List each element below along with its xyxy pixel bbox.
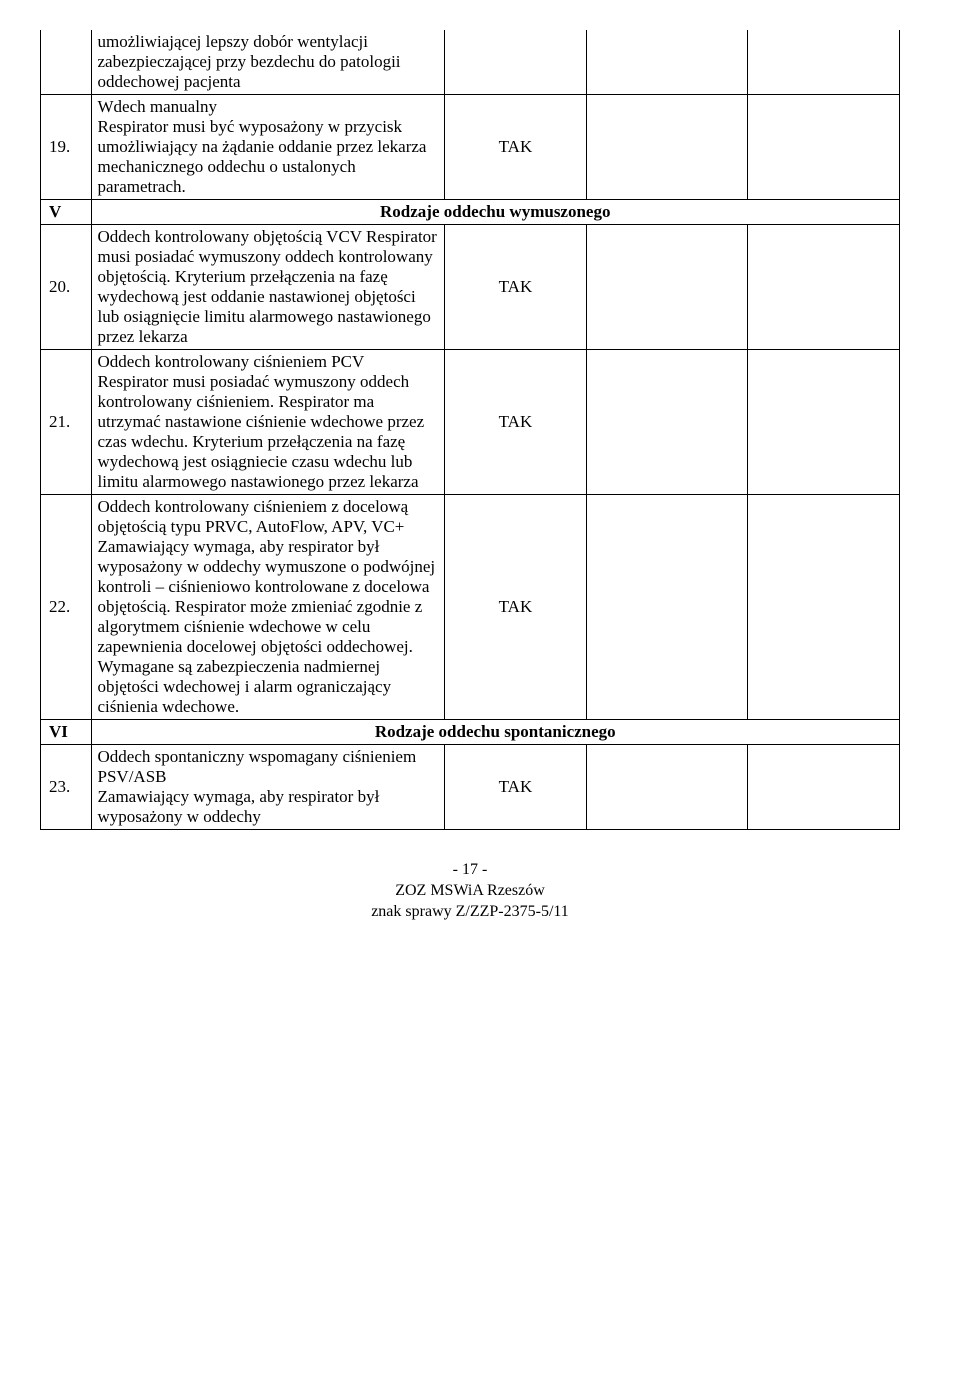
- row-desc: Wdech manualny Respirator musi być wypos…: [91, 95, 445, 200]
- table-row: VIRodzaje oddechu spontanicznego: [41, 720, 900, 745]
- row-num: 19.: [41, 95, 92, 200]
- section-num: VI: [41, 720, 92, 745]
- row-answer-2: [748, 495, 900, 720]
- row-req: TAK: [445, 95, 586, 200]
- row-desc: Oddech spontaniczny wspomagany ciśnienie…: [91, 745, 445, 830]
- table-row: VRodzaje oddechu wymuszonego: [41, 200, 900, 225]
- row-answer-2: [748, 225, 900, 350]
- row-answer-1: [586, 30, 748, 95]
- row-desc: Oddech kontrolowany ciśnieniem PCV Respi…: [91, 350, 445, 495]
- row-num: 20.: [41, 225, 92, 350]
- row-answer-1: [586, 350, 748, 495]
- row-desc: Oddech kontrolowany objętością VCV Respi…: [91, 225, 445, 350]
- row-answer-2: [748, 30, 900, 95]
- row-answer-1: [586, 225, 748, 350]
- row-desc: umożliwiającej lepszy dobór wentylacji z…: [91, 30, 445, 95]
- row-req: TAK: [445, 350, 586, 495]
- row-num: 23.: [41, 745, 92, 830]
- section-label: Rodzaje oddechu wymuszonego: [91, 200, 899, 225]
- row-answer-2: [748, 95, 900, 200]
- page-number: - 17 -: [40, 860, 900, 881]
- table-row: 23.Oddech spontaniczny wspomagany ciśnie…: [41, 745, 900, 830]
- row-answer-1: [586, 95, 748, 200]
- table-row: 19.Wdech manualny Respirator musi być wy…: [41, 95, 900, 200]
- row-num: [41, 30, 92, 95]
- row-req: TAK: [445, 745, 586, 830]
- row-answer-1: [586, 495, 748, 720]
- row-answer-2: [748, 350, 900, 495]
- table-row: 22.Oddech kontrolowany ciśnieniem z doce…: [41, 495, 900, 720]
- footer-ref: znak sprawy Z/ZZP-2375-5/11: [40, 902, 900, 923]
- row-answer-2: [748, 745, 900, 830]
- table-row: umożliwiającej lepszy dobór wentylacji z…: [41, 30, 900, 95]
- table-row: 21.Oddech kontrolowany ciśnieniem PCV Re…: [41, 350, 900, 495]
- page-footer: - 17 - ZOZ MSWiA Rzeszów znak sprawy Z/Z…: [40, 860, 900, 922]
- section-label: Rodzaje oddechu spontanicznego: [91, 720, 899, 745]
- row-req: [445, 30, 586, 95]
- spec-table: umożliwiającej lepszy dobór wentylacji z…: [40, 30, 900, 830]
- row-req: TAK: [445, 225, 586, 350]
- row-answer-1: [586, 745, 748, 830]
- row-num: 21.: [41, 350, 92, 495]
- table-row: 20.Oddech kontrolowany objętością VCV Re…: [41, 225, 900, 350]
- section-num: V: [41, 200, 92, 225]
- footer-org: ZOZ MSWiA Rzeszów: [40, 881, 900, 902]
- row-num: 22.: [41, 495, 92, 720]
- row-desc: Oddech kontrolowany ciśnieniem z docelow…: [91, 495, 445, 720]
- row-req: TAK: [445, 495, 586, 720]
